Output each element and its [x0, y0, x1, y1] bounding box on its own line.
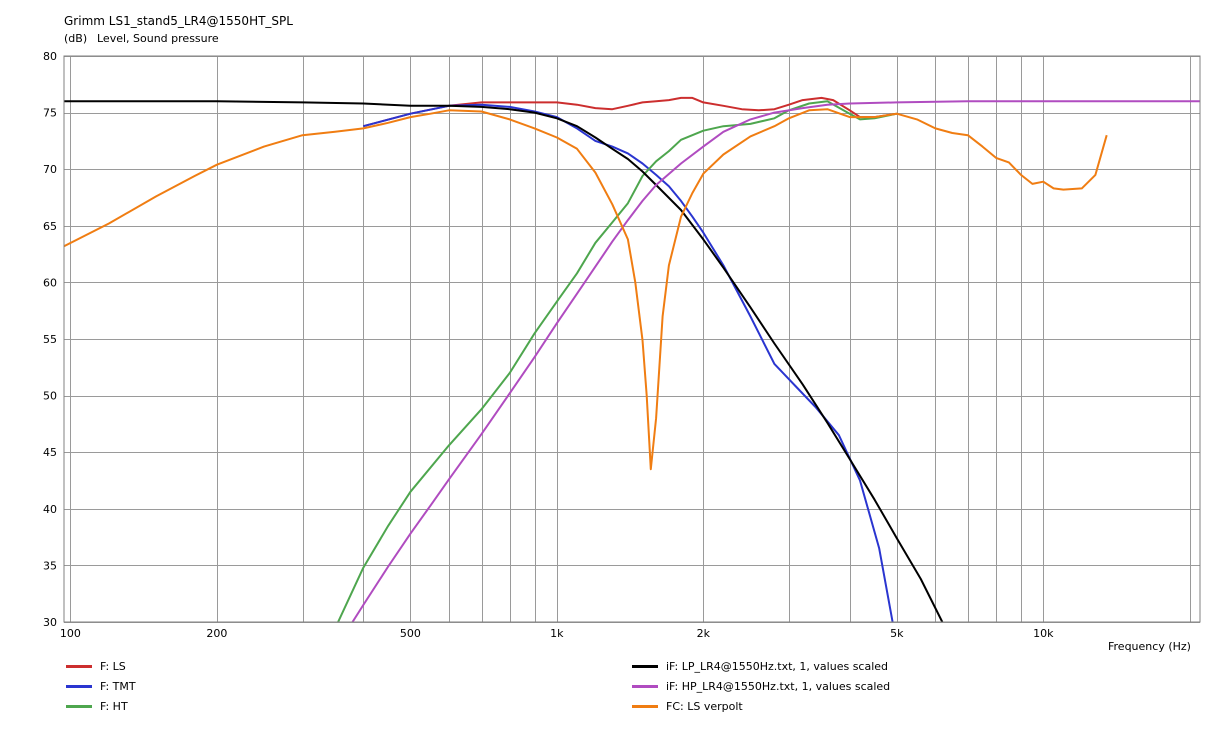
x-tick-label: 2k [697, 627, 711, 640]
x-tick-label: 5k [890, 627, 904, 640]
x-tick-label: 10k [1033, 627, 1054, 640]
series-line-3 [337, 100, 898, 622]
y-tick-label: 60 [43, 276, 57, 289]
legend-label: iF: HP_LR4@1550Hz.txt, 1, values scaled [666, 680, 891, 693]
y-tick-label: 55 [43, 333, 57, 346]
y-tick-label: 70 [43, 163, 57, 176]
curves [64, 96, 1200, 622]
y-tick-labels: 30 35 40 45 50 55 60 65 70 75 80 [43, 50, 57, 629]
y-tick-label: 45 [43, 446, 57, 459]
legend-label: iF: LP_LR4@1550Hz.txt, 1, values scaled [666, 660, 889, 673]
grid [64, 56, 1200, 623]
legend-swatch [632, 705, 658, 708]
y-tick-label: 40 [43, 503, 57, 516]
y-tick-label: 30 [43, 616, 57, 629]
x-tick-label: 500 [400, 627, 421, 640]
x-tick-label: 100 [60, 627, 81, 640]
plot-frame [63, 55, 1201, 623]
series-line-6 [64, 108, 1108, 471]
legend-label: F: HT [100, 700, 128, 713]
legend-swatch [66, 705, 92, 708]
series-line-1 [363, 96, 897, 128]
y-axis-unit: (dB) [64, 32, 88, 45]
y-tick-label: 35 [43, 559, 57, 572]
legend-swatch [66, 685, 92, 688]
y-tick-label: 75 [43, 107, 57, 120]
legend-label: F: LS [100, 660, 126, 673]
x-axis-label: Frequency (Hz) [1108, 640, 1191, 653]
series-line-4 [64, 100, 944, 622]
chart-title: Grimm LS1_stand5_LR4@1550HT_SPL [64, 14, 293, 28]
legend-label: F: TMT [100, 680, 136, 693]
x-tick-labels: 100 200 500 1k 2k 5k 10k [60, 627, 1054, 640]
legend-swatch [632, 665, 658, 668]
x-tick-label: 1k [550, 627, 564, 640]
y-axis-label: Level, Sound pressure [97, 32, 219, 45]
y-tick-label: 80 [43, 50, 57, 63]
x-tick-label: 200 [206, 627, 227, 640]
y-tick-label: 65 [43, 220, 57, 233]
legend-label: FC: LS verpolt [666, 700, 743, 713]
series-line-2 [363, 103, 894, 622]
legend-swatch [632, 685, 658, 688]
y-tick-label: 50 [43, 390, 57, 403]
legend-swatch [66, 665, 92, 668]
series-line-5 [351, 100, 1200, 622]
